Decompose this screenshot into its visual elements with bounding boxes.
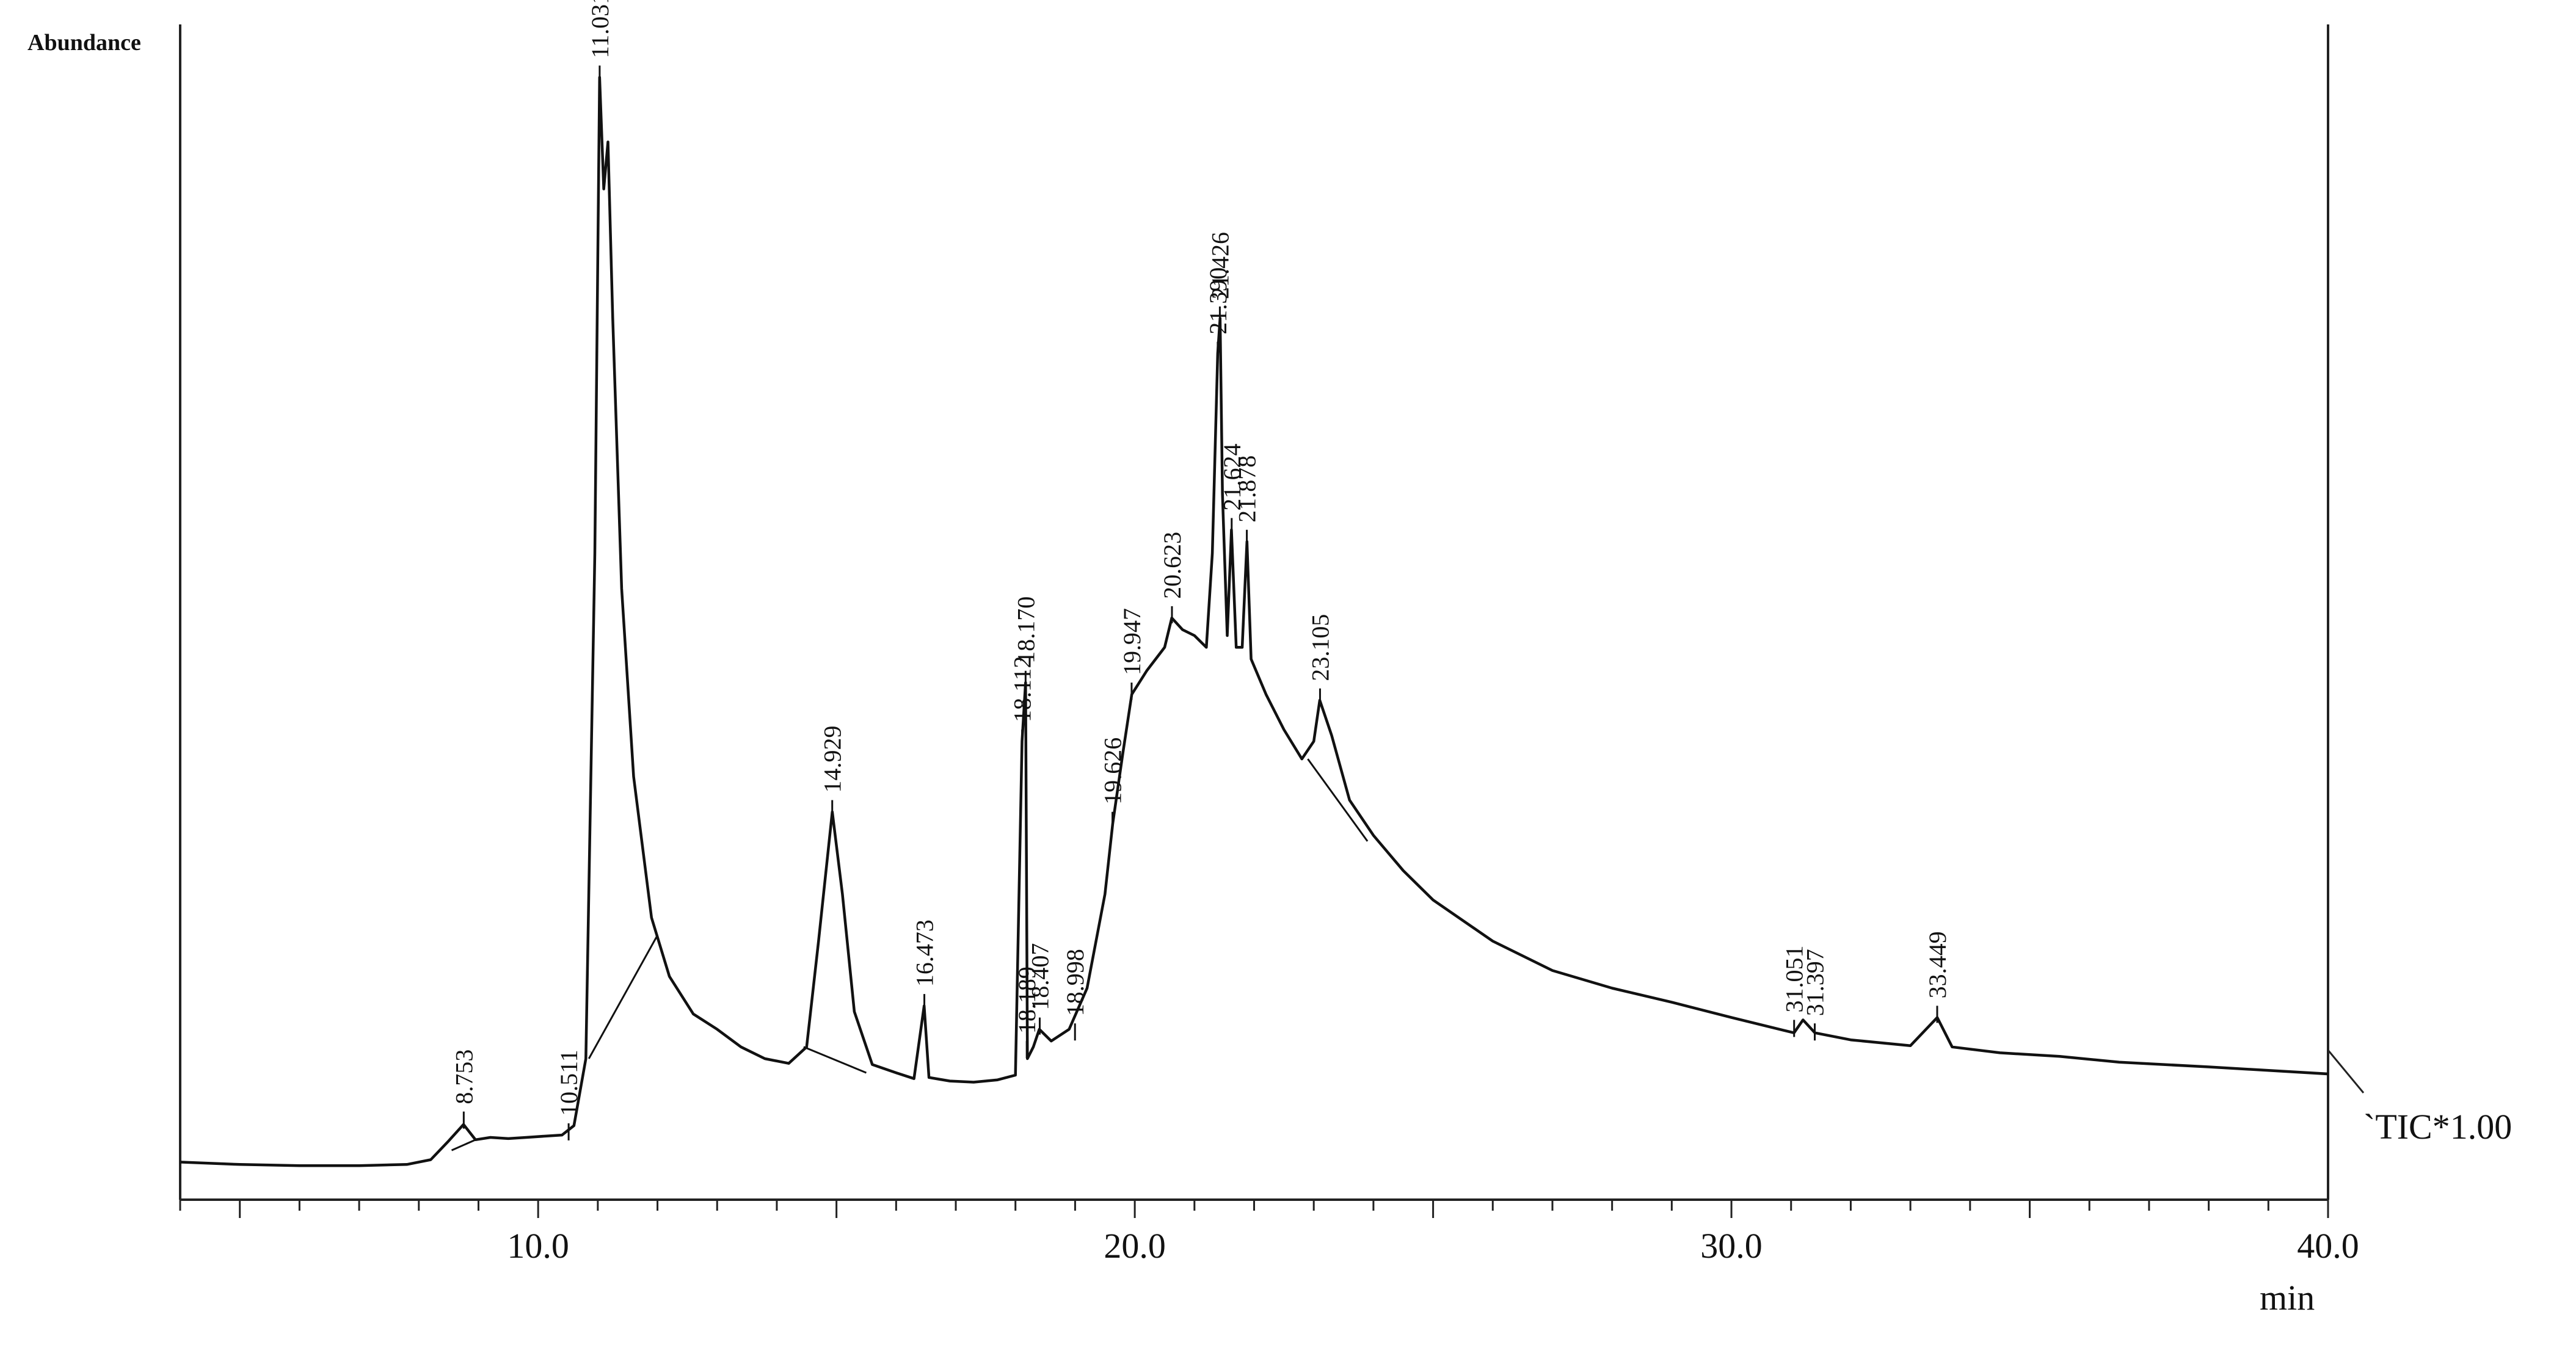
peak-label: 18.407 bbox=[1026, 943, 1053, 1010]
x-tick-label: 20.0 bbox=[1104, 1226, 1166, 1266]
peak-label: 18.998 bbox=[1061, 949, 1089, 1016]
integration-baseline bbox=[1307, 758, 1369, 842]
peak-label: 23.105 bbox=[1306, 614, 1334, 681]
peak-label: 14.929 bbox=[819, 726, 846, 793]
peak-label: 11.031 bbox=[586, 0, 614, 58]
peak-label: 20.623 bbox=[1159, 532, 1186, 599]
integration-baseline bbox=[451, 1139, 476, 1151]
peak-label: 8.753 bbox=[450, 1050, 478, 1104]
peak-label: 33.449 bbox=[1924, 931, 1951, 998]
x-ticks bbox=[179, 1200, 2329, 1218]
y-axis-label: Abundance bbox=[27, 30, 141, 56]
peak-label: 10.511 bbox=[555, 1050, 583, 1116]
x-tick-label: 30.0 bbox=[1700, 1226, 1763, 1266]
x-axis-unit-label: min bbox=[2260, 1278, 2315, 1318]
peak-label: 31.051 bbox=[1781, 945, 1808, 1012]
peak-label: 31.397 bbox=[1802, 949, 1829, 1016]
integration-baseline bbox=[803, 1046, 867, 1074]
peak-label: 21.624 bbox=[1218, 444, 1246, 511]
x-tick-label: 10.0 bbox=[507, 1226, 569, 1266]
trace-label-connector bbox=[2327, 1050, 2365, 1093]
peak-label: 21.426 bbox=[1206, 232, 1234, 299]
peak-annotations: 8.753 10.511 11.031 14.929 16.473 18.11218.17… bbox=[450, 0, 1951, 1140]
peak-label: 19.947 bbox=[1118, 608, 1146, 675]
peak-label: 18.170 bbox=[1012, 596, 1039, 664]
trace-label: `TIC*1.00 bbox=[2363, 1107, 2512, 1147]
peak-label: 16.473 bbox=[911, 919, 939, 987]
tic-trace-line bbox=[180, 76, 2329, 1167]
peak-label: 21.878 bbox=[1234, 455, 1261, 523]
peak-label: 19.626 bbox=[1099, 738, 1127, 805]
integration-baselines bbox=[451, 758, 1369, 1151]
peak-label: 18.189 bbox=[1013, 966, 1041, 1034]
x-tick-label: 40.0 bbox=[2297, 1226, 2359, 1266]
integration-baseline bbox=[588, 935, 658, 1059]
x-tick-labels: 10.0 20.0 30.0 40.0 bbox=[507, 1226, 2359, 1266]
peak-label: 21.390 bbox=[1204, 267, 1232, 335]
peak-label: 18.112 bbox=[1009, 656, 1036, 722]
